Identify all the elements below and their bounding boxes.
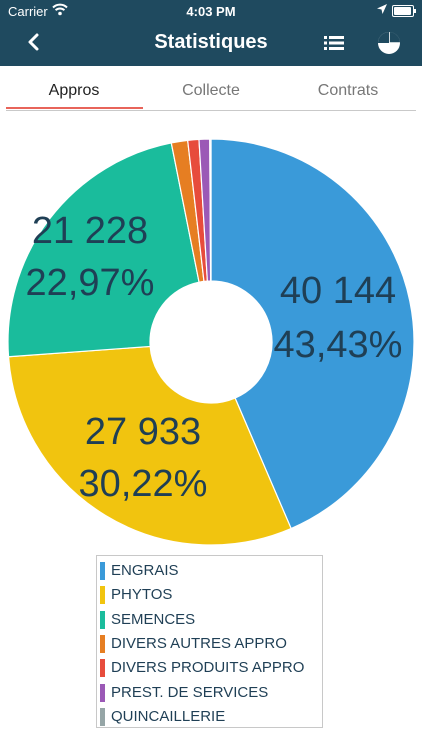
legend-swatch [100,659,105,678]
legend-item: DIVERS AUTRES APPRO [100,633,320,655]
pie-chart-icon[interactable] [377,31,401,55]
legend-item: SEMENCES [100,609,320,631]
list-icon[interactable] [323,34,345,52]
tab-collecte[interactable]: Collecte [182,82,240,99]
active-tab-indicator [6,107,143,109]
slice-percent-label: 22,97% [26,262,155,304]
legend-item: DIVERS PRODUITS APPRO [100,657,320,679]
nav-bar: Carrier 4:03 PM Statistiques [0,0,422,66]
slice-percent-label: 43,43% [274,324,403,366]
legend-label: DIVERS PRODUITS APPRO [111,659,305,677]
legend-item: ENGRAIS [100,560,320,582]
legend-item: PREST. DE SERVICES [100,682,320,704]
legend-item: QUINCAILLERIE [100,706,320,728]
chevron-left-icon[interactable] [22,30,46,54]
slice-semences[interactable] [7,142,200,358]
legend-item: PHYTOS [100,584,320,606]
clock: 4:03 PM [186,4,236,19]
tab-appros[interactable]: Appros [48,82,100,99]
slice-quincaillerie[interactable] [209,138,212,282]
legend-swatch [100,683,105,702]
legend-swatch [100,562,105,580]
legend-label: PREST. DE SERVICES [111,683,269,701]
donut-chart: 40 144 43,43% 27 933 30,22% 21 228 22,97% [7,138,415,546]
slice-phytos[interactable] [7,345,292,546]
legend-label: QUINCAILLERIE [111,707,226,725]
status-bar: Carrier 4:03 PM [0,0,422,22]
tab-contrats[interactable]: Contrats [317,82,379,99]
battery-icon [392,5,416,17]
tab-bar: Appros Collecte Contrats [6,76,416,111]
legend-label: SEMENCES [111,610,196,628]
slice-value-label: 21 228 [32,210,148,252]
legend-label: ENGRAIS [111,562,179,579]
wifi-icon [52,3,68,16]
page-title: Statistiques [154,31,268,53]
legend-swatch [100,610,105,629]
slice-value-label: 40 144 [280,270,396,312]
legend-swatch [100,586,105,605]
legend-swatch [100,634,105,653]
slice-value-label: 27 933 [85,411,201,453]
legend-label: DIVERS AUTRES APPRO [111,634,287,652]
legend-swatch [100,707,105,726]
location-arrow-icon [377,4,387,14]
slice-engrais[interactable] [210,138,415,530]
carrier-label: Carrier [8,4,48,19]
chart-legend: ENGRAIS PHYTOS SEMENCES DIVERS AUTRES APPRO… [96,555,323,728]
legend-label: PHYTOS [111,586,173,604]
slice-percent-label: 30,22% [79,463,208,505]
